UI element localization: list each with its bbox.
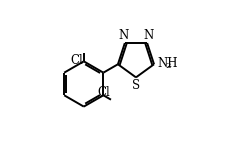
Text: Cl: Cl [98, 86, 110, 99]
Text: N: N [143, 29, 154, 42]
Text: N: N [119, 29, 129, 42]
Text: Cl: Cl [70, 54, 83, 67]
Text: S: S [132, 79, 140, 92]
Text: 2: 2 [165, 62, 171, 70]
Text: NH: NH [158, 57, 178, 70]
